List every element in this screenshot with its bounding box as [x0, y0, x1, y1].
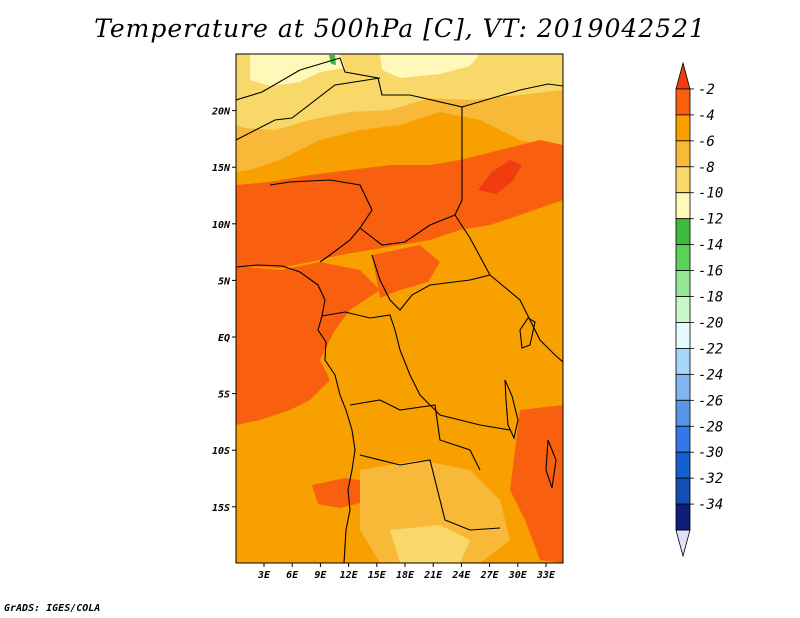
colorbar-swatch [675, 425, 691, 453]
chart-title: Temperature at 500hPa [C], VT: 201904252… [94, 14, 706, 43]
colorbar-label: -16 [698, 264, 723, 280]
border-east [461, 83, 563, 108]
colorbar-label: -24 [698, 367, 723, 383]
colorbar-label: -4 [698, 108, 715, 124]
lon-tick-label: 6E [286, 570, 299, 581]
border-east-2 [489, 274, 563, 363]
lat-tick-label: EQ [218, 333, 230, 344]
colorbar-swatch [675, 296, 691, 323]
field-north-coldest-2 [380, 54, 480, 78]
lake-outline-2 [504, 379, 519, 440]
lon-tick-label: 21E [423, 570, 443, 581]
lon-tick-label: 27E [480, 570, 500, 581]
latitude-axis: 20N 15N 10N 5N EQ 5S 10S 15S [211, 107, 236, 514]
lon-tick-label: 12E [340, 570, 359, 581]
border-congo-basin [321, 311, 511, 431]
border-central-mid [359, 214, 456, 246]
colorbar-label: -14 [698, 238, 723, 254]
grads-credit: GrADS: IGES/COLA [4, 603, 101, 614]
field-band-4-west [236, 262, 380, 425]
lat-tick-label: 10N [212, 220, 231, 231]
colorbar-swatch [675, 373, 691, 401]
colorbar-swatch [675, 114, 691, 142]
coastline-west [236, 264, 356, 563]
lat-tick-label: 20N [211, 107, 231, 118]
temperature-field [236, 54, 563, 563]
border-south-2 [359, 454, 501, 531]
colorbar-swatch [675, 140, 691, 168]
longitude-axis: 3E 6E 9E 12E 15E 18E 21E 24E 27E 30E 33E [257, 563, 556, 581]
colorbar: -2 -4 -6 -8 -10 -12 -14 -16 -18 -20 -22 -24 -26 -28 -3… [675, 61, 723, 558]
colorbar-label: -26 [698, 393, 723, 409]
lon-tick-label: 15E [368, 570, 387, 581]
lat-tick-label: 10S [212, 446, 230, 457]
lat-tick-label: 5N [218, 276, 231, 287]
colorbar-swatch [675, 166, 691, 194]
colorbar-label: -6 [698, 134, 715, 150]
field-peak-2 [478, 160, 522, 194]
field-band-4-center [372, 245, 440, 298]
country-borders [236, 57, 563, 563]
lon-tick-label: 33E [536, 570, 556, 581]
lon-tick-label: 30E [508, 570, 528, 581]
lat-tick-label: 15N [212, 163, 231, 174]
colorbar-swatch [675, 218, 691, 246]
lon-tick-label: 3E [257, 570, 271, 581]
colorbar-label: -32 [698, 471, 723, 487]
border-central-west [269, 179, 373, 263]
colorbar-top-arrow [675, 61, 691, 90]
field-south-colder [390, 525, 470, 563]
colorbar-swatch [675, 270, 691, 297]
colorbar-label: -30 [698, 445, 723, 461]
lon-tick-label: 18E [396, 570, 415, 581]
lon-tick-label: 9E [314, 570, 327, 581]
colorbar-label: -20 [698, 315, 723, 331]
lon-tick-label: 24E [451, 570, 471, 581]
field-band-4-south [312, 478, 372, 508]
colorbar-label: -18 [698, 290, 723, 306]
colorbar-swatch [675, 477, 691, 505]
colorbar-swatch [675, 451, 691, 479]
colorbar-label: -34 [698, 497, 723, 513]
colorbar-label: -22 [698, 341, 723, 357]
colorbar-swatch [675, 348, 691, 375]
colorbar-swatch [675, 88, 691, 116]
border-central-south [371, 254, 491, 311]
colorbar-swatch [675, 322, 691, 349]
colorbar-swatch [675, 503, 691, 531]
lat-tick-label: 15S [212, 503, 230, 514]
colorbar-bottom-arrow [675, 529, 691, 558]
lake-outline [519, 317, 536, 349]
field-band-4-north [236, 140, 563, 268]
colorbar-label: -28 [698, 419, 723, 435]
field-north-coldest [250, 54, 345, 86]
map-frame [235, 53, 564, 564]
border-south-1 [349, 399, 481, 471]
lat-tick-label: 5S [218, 390, 230, 401]
colorbar-label: -8 [698, 160, 715, 176]
colorbar-label: -10 [698, 186, 723, 202]
colorbar-swatch [675, 192, 691, 220]
colorbar-label: -12 [698, 212, 723, 228]
colorbar-swatch [675, 399, 691, 427]
lake-outline-3 [545, 439, 557, 489]
colorbar-label: -2 [698, 82, 715, 98]
border-north-2 [236, 77, 381, 141]
colorbar-swatch [675, 244, 691, 271]
